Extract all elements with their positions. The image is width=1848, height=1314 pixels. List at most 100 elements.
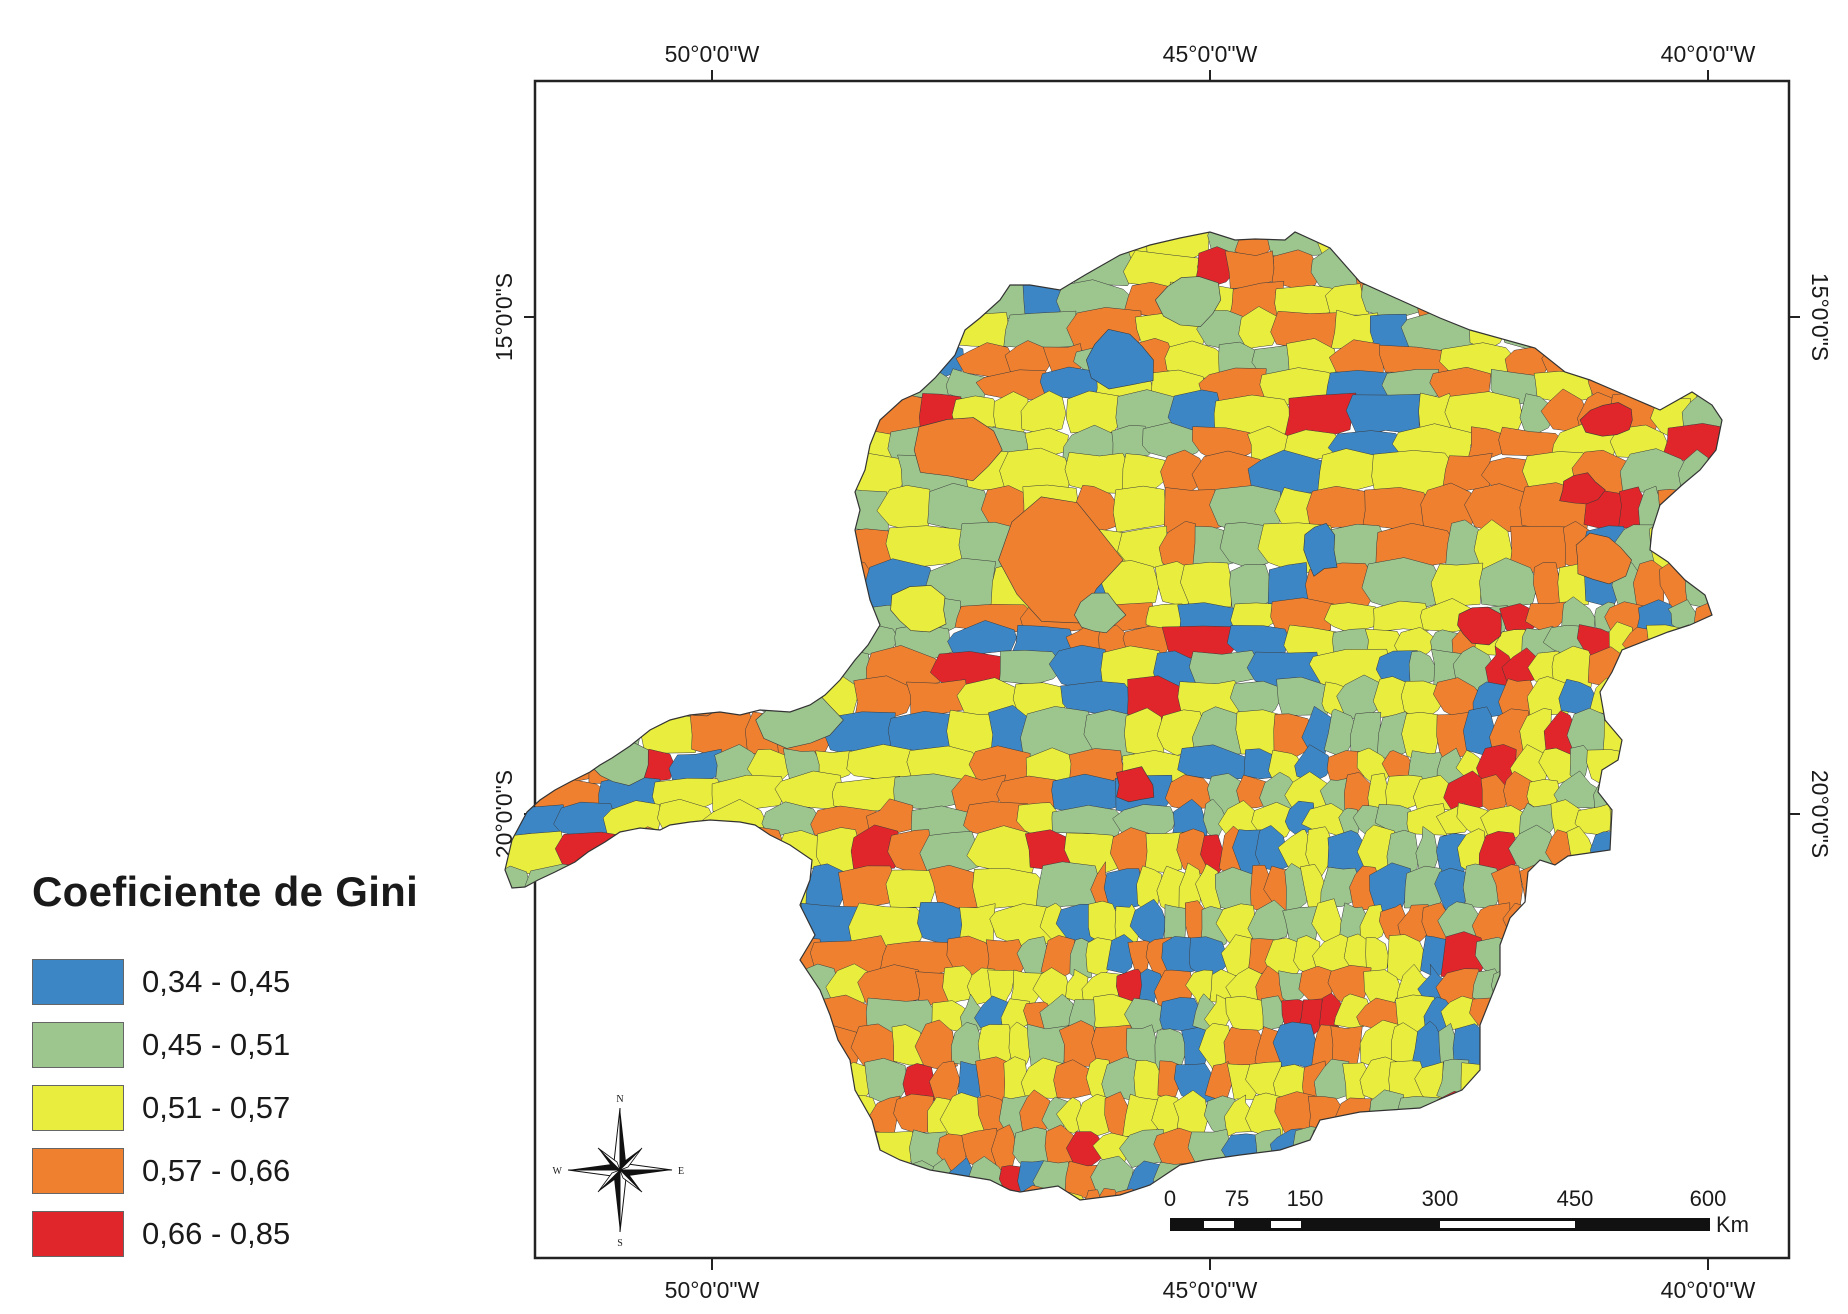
municipality-cell bbox=[617, 483, 666, 536]
municipality-cell bbox=[1643, 753, 1688, 785]
municipality-cell bbox=[668, 748, 722, 787]
municipality-cell bbox=[505, 1092, 546, 1139]
municipality-cell bbox=[724, 453, 776, 495]
municipality-cell bbox=[1362, 487, 1432, 530]
municipality-cell bbox=[670, 995, 730, 1032]
municipality-cell bbox=[1686, 713, 1722, 757]
municipality-cell bbox=[1514, 1132, 1547, 1174]
municipality-cell bbox=[1548, 865, 1586, 916]
municipality-cell bbox=[659, 484, 709, 535]
legend-item: 0,57 - 0,66 bbox=[32, 1139, 452, 1202]
municipality-cell bbox=[902, 1188, 943, 1200]
municipality-cell bbox=[723, 1090, 798, 1140]
municipality-cell bbox=[1400, 309, 1477, 351]
municipality-cell bbox=[1396, 1096, 1445, 1138]
legend-label: 0,57 - 0,66 bbox=[142, 1152, 291, 1188]
municipality-cell bbox=[909, 278, 965, 323]
municipality-cell bbox=[678, 685, 722, 717]
municipality-cell bbox=[749, 1183, 781, 1200]
municipality-cell bbox=[505, 557, 557, 611]
top-tick-label: 50°0'0"W bbox=[665, 41, 760, 67]
municipality-cell bbox=[857, 278, 920, 319]
municipality-cell bbox=[767, 448, 840, 492]
municipality-cell bbox=[1581, 1023, 1611, 1069]
municipality-cell bbox=[664, 247, 735, 291]
municipality-cell bbox=[703, 600, 748, 635]
municipality-cell bbox=[1077, 1189, 1106, 1200]
municipality-cell bbox=[522, 1023, 577, 1067]
municipality-cell bbox=[1668, 997, 1697, 1030]
municipality-cell bbox=[738, 967, 802, 1008]
bottom-tick-label: 40°0'0"W bbox=[1661, 1277, 1756, 1303]
municipality-cell bbox=[1020, 390, 1067, 435]
municipality-cell bbox=[1535, 1059, 1569, 1103]
municipality-cell bbox=[618, 394, 688, 436]
municipality-cell bbox=[1695, 749, 1722, 782]
municipality-cell bbox=[1693, 339, 1722, 379]
municipality-cell bbox=[1707, 1020, 1722, 1072]
municipality-cell bbox=[1271, 249, 1322, 288]
municipality-cell bbox=[1677, 803, 1704, 835]
municipality-cell bbox=[1263, 1161, 1285, 1194]
municipality-cell bbox=[1586, 749, 1629, 787]
municipality-cell bbox=[1511, 1061, 1546, 1102]
municipality-cell bbox=[757, 623, 805, 658]
municipality-cell bbox=[1646, 624, 1688, 661]
municipality-cell bbox=[623, 623, 677, 657]
municipality-cell bbox=[551, 620, 596, 660]
municipality-cell bbox=[1660, 1093, 1694, 1137]
municipality-cell bbox=[1527, 997, 1569, 1032]
municipality-cell bbox=[1586, 341, 1633, 378]
municipality-cell bbox=[1703, 826, 1722, 873]
municipality-cell bbox=[1238, 306, 1282, 350]
municipality-cell bbox=[1371, 232, 1427, 264]
municipality-cell bbox=[1609, 800, 1640, 841]
legend-swatch bbox=[32, 958, 124, 1005]
municipality-cell bbox=[598, 279, 672, 321]
municipality-cell bbox=[1291, 1126, 1322, 1172]
municipality-cell bbox=[714, 825, 786, 876]
top-tick-label: 40°0'0"W bbox=[1661, 41, 1756, 67]
municipality-cell bbox=[1658, 800, 1688, 839]
municipality-cell bbox=[766, 993, 819, 1038]
municipality-cell bbox=[956, 1190, 998, 1200]
municipality-cell bbox=[1658, 1159, 1693, 1195]
municipality-cell bbox=[938, 252, 1018, 294]
municipality-cell bbox=[1622, 1096, 1654, 1138]
municipality-cell bbox=[1636, 232, 1677, 259]
municipality-cell bbox=[1530, 965, 1564, 1008]
municipality-cell bbox=[1696, 367, 1722, 400]
municipality-cell bbox=[620, 449, 693, 499]
municipality-cell bbox=[1051, 805, 1124, 837]
municipality-cell bbox=[1624, 996, 1657, 1034]
municipality-cell bbox=[1358, 1188, 1399, 1200]
municipality-cell bbox=[1430, 562, 1484, 610]
municipality-cell bbox=[850, 824, 903, 876]
municipality-cell bbox=[1064, 452, 1132, 494]
municipality-cell bbox=[773, 423, 842, 462]
municipality-cell bbox=[985, 1191, 1029, 1200]
municipality-cell bbox=[913, 417, 1003, 482]
municipality-cell bbox=[505, 368, 549, 402]
municipality-cell bbox=[687, 1129, 749, 1172]
municipality-cell bbox=[1702, 1093, 1722, 1139]
municipality-cell bbox=[1640, 898, 1674, 945]
right-tick-label: 20°0'0"S bbox=[1807, 770, 1833, 858]
municipality-cell bbox=[733, 1186, 764, 1200]
municipality-cell bbox=[1608, 905, 1655, 943]
municipality-cell bbox=[1648, 1059, 1693, 1101]
municipality-cell bbox=[1455, 1157, 1500, 1193]
municipality-cell bbox=[571, 251, 643, 292]
municipality-cell bbox=[816, 246, 875, 294]
municipality-cell bbox=[526, 1055, 566, 1102]
municipality-cell bbox=[1530, 247, 1571, 294]
bottom-tick-label: 45°0'0"W bbox=[1163, 1277, 1258, 1303]
municipality-cell bbox=[1697, 652, 1722, 691]
municipality-cell bbox=[1571, 1094, 1605, 1141]
municipality-cell bbox=[993, 232, 1057, 257]
compass-e: E bbox=[678, 1166, 684, 1177]
municipality-cell bbox=[631, 252, 672, 290]
scale-label: 150 bbox=[1287, 1186, 1324, 1211]
municipality-cell bbox=[1514, 1155, 1547, 1200]
municipality-cell bbox=[1666, 680, 1707, 720]
